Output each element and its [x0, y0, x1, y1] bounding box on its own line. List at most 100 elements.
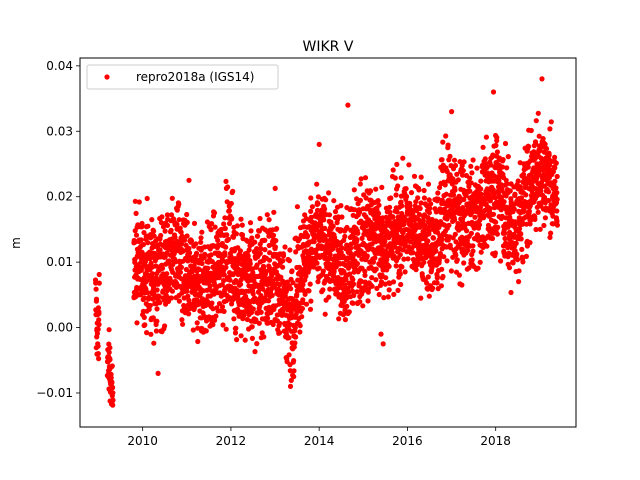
data-point	[451, 192, 457, 198]
data-point	[507, 214, 513, 220]
data-point	[133, 232, 140, 238]
data-point	[498, 258, 504, 264]
data-point	[525, 164, 531, 170]
data-point	[145, 223, 151, 229]
data-point	[552, 178, 558, 184]
data-point	[344, 224, 350, 231]
data-point	[351, 187, 357, 193]
data-point	[162, 228, 168, 234]
data-point	[376, 202, 382, 208]
data-point	[259, 330, 265, 336]
data-point	[430, 235, 437, 241]
data-point	[330, 223, 336, 229]
data-point	[159, 214, 165, 220]
data-point	[420, 217, 426, 224]
data-point	[233, 325, 239, 331]
data-point	[138, 259, 144, 265]
data-point	[351, 281, 357, 287]
data-point	[96, 356, 102, 362]
data-point	[174, 221, 180, 227]
data-point	[222, 215, 228, 221]
data-point	[345, 102, 351, 108]
data-point	[149, 217, 155, 223]
data-point	[195, 325, 201, 331]
data-point	[134, 320, 140, 326]
data-point	[223, 264, 229, 270]
y-axis-label: m	[9, 237, 23, 249]
data-point	[226, 208, 232, 214]
data-point	[452, 231, 458, 237]
data-point	[474, 165, 480, 171]
data-point	[283, 299, 289, 306]
data-point	[514, 251, 520, 257]
data-point	[144, 195, 150, 202]
data-point	[237, 248, 243, 254]
data-point	[208, 252, 214, 258]
data-point	[164, 271, 170, 277]
data-point	[339, 245, 345, 251]
data-point	[461, 159, 467, 165]
data-point	[554, 208, 560, 214]
data-point	[502, 140, 509, 147]
data-point	[494, 231, 500, 237]
data-point	[248, 228, 254, 234]
data-point	[166, 258, 172, 264]
data-point	[466, 265, 472, 271]
data-point	[363, 283, 369, 289]
data-point	[233, 231, 239, 237]
data-point	[314, 260, 320, 266]
data-point	[144, 330, 150, 336]
data-point	[96, 321, 102, 328]
data-point	[332, 209, 339, 215]
data-point	[483, 134, 489, 140]
data-point	[277, 282, 283, 288]
data-point	[398, 175, 404, 181]
data-point	[138, 237, 144, 243]
data-point	[455, 177, 461, 183]
data-point	[177, 269, 183, 275]
data-point	[176, 298, 182, 304]
data-point	[448, 268, 454, 274]
data-point	[184, 288, 190, 294]
data-point	[515, 178, 521, 184]
data-point	[554, 190, 560, 196]
data-point	[341, 282, 348, 288]
data-point	[403, 186, 409, 192]
data-point	[518, 236, 524, 242]
data-point	[464, 228, 470, 234]
data-point	[397, 252, 403, 258]
data-point	[254, 262, 260, 268]
data-point	[193, 241, 199, 247]
data-point	[484, 243, 490, 249]
data-point	[425, 215, 431, 221]
data-point	[198, 239, 204, 245]
data-point	[286, 258, 292, 264]
data-point	[391, 291, 397, 297]
data-point	[108, 375, 114, 381]
data-point	[186, 245, 192, 252]
data-point	[230, 234, 237, 240]
data-point	[219, 304, 226, 310]
data-point	[500, 157, 506, 163]
data-point	[498, 207, 504, 213]
data-point	[274, 226, 280, 232]
data-point	[223, 244, 229, 250]
data-point	[154, 318, 160, 324]
data-point	[95, 343, 101, 349]
data-point	[274, 312, 280, 318]
data-point	[452, 187, 458, 193]
data-point	[415, 195, 421, 201]
x-tick-label: 2012	[216, 434, 247, 448]
data-point	[384, 257, 390, 263]
data-point	[280, 308, 286, 314]
plot-area-frame	[79, 57, 577, 428]
data-point	[470, 157, 476, 163]
data-point	[413, 199, 419, 205]
data-point	[485, 222, 492, 228]
data-point	[288, 309, 294, 315]
data-point	[228, 284, 234, 290]
data-point	[96, 317, 102, 323]
data-point	[405, 256, 411, 262]
data-point	[287, 383, 294, 389]
data-point	[350, 277, 356, 283]
